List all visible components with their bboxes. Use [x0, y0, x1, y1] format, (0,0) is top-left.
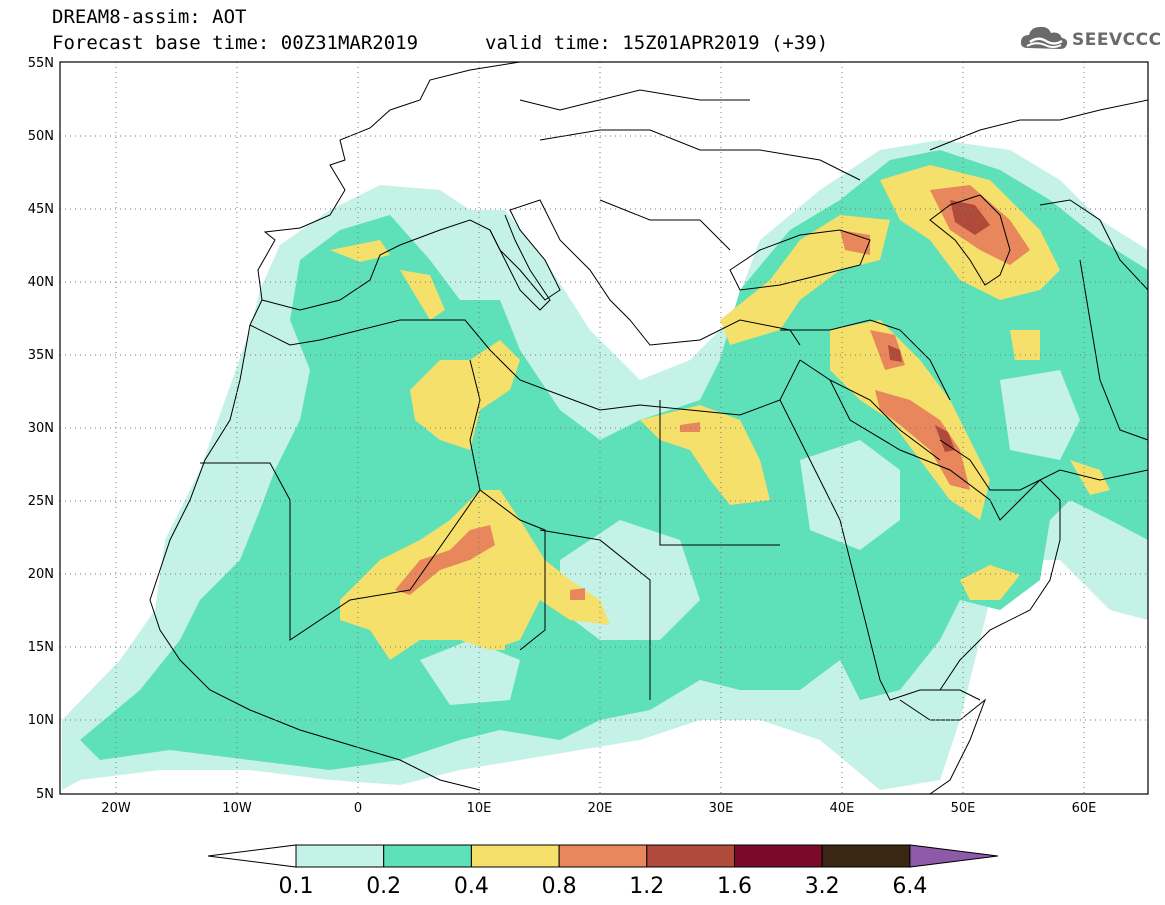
forecast-base-time: Forecast base time: 00Z31MAR2019: [52, 32, 419, 54]
lon-label: 30E: [709, 801, 734, 816]
colorbar-label: 0.2: [366, 874, 401, 899]
lon-label: 20E: [588, 801, 613, 816]
lon-label: 20W: [101, 801, 131, 816]
map-frame: [59, 61, 1149, 795]
colorbar-label: 0.4: [454, 874, 489, 899]
lat-label: 35N: [28, 348, 54, 363]
aot-level-0.8: [395, 525, 495, 595]
lat-label: 45N: [28, 202, 54, 217]
colorbar-segment: [383, 844, 472, 868]
colorbar-label: 1.2: [629, 874, 664, 899]
lat-label: 15N: [28, 640, 54, 655]
colorbar-label: 0.8: [542, 874, 577, 899]
lon-label: 10E: [467, 801, 492, 816]
lat-label: 25N: [28, 494, 54, 509]
seevccc-logo: SEEVCCC: [1018, 22, 1161, 58]
colorbar-segment: [821, 844, 911, 868]
aot-field: [62, 140, 1148, 790]
colorbar-label: 0.1: [279, 874, 314, 899]
lat-label: 20N: [28, 567, 54, 582]
lat-labels: 55N 50N 45N 40N 35N 30N 25N 20N 15N 10N …: [28, 56, 54, 802]
lon-labels: 20W 10W 0 10E 20E 30E 40E 50E 60E: [101, 801, 1096, 816]
map-title: DREAM8-assim: AOT: [52, 6, 247, 28]
lon-label: 40E: [830, 801, 855, 816]
lon-label: 60E: [1072, 801, 1097, 816]
logo-text: SEEVCCC: [1072, 30, 1162, 50]
colorbar-segment: [558, 844, 648, 868]
lat-label: 5N: [36, 787, 54, 802]
aot-level-0.4: [340, 490, 610, 660]
colorbar-label: 6.4: [892, 874, 927, 899]
colorbar-segment: [734, 844, 823, 868]
colorbar-segment: [646, 844, 735, 868]
lat-label: 50N: [28, 129, 54, 144]
cloud-icon: [1020, 26, 1068, 49]
lon-label: 10W: [222, 801, 252, 816]
colorbar-over-triangle: [909, 844, 998, 868]
colorbar-segment: [295, 844, 385, 868]
colorbar-under-triangle: [207, 844, 297, 868]
colorbar-segment: [470, 844, 560, 868]
lat-label: 40N: [28, 275, 54, 290]
valid-time: valid time: 15Z01APR2019 (+39): [485, 32, 829, 54]
lon-label: 0: [354, 801, 362, 816]
colorbar: 0.1 0.2 0.4 0.8 1.2 1.6 3.2 6.4: [207, 844, 998, 899]
lat-label: 10N: [28, 713, 54, 728]
colorbar-label: 1.6: [717, 874, 752, 899]
grid: [60, 62, 1148, 794]
colorbar-label: 3.2: [805, 874, 840, 899]
lat-label: 30N: [28, 421, 54, 436]
lat-label: 55N: [28, 56, 54, 71]
lon-label: 50E: [951, 801, 976, 816]
